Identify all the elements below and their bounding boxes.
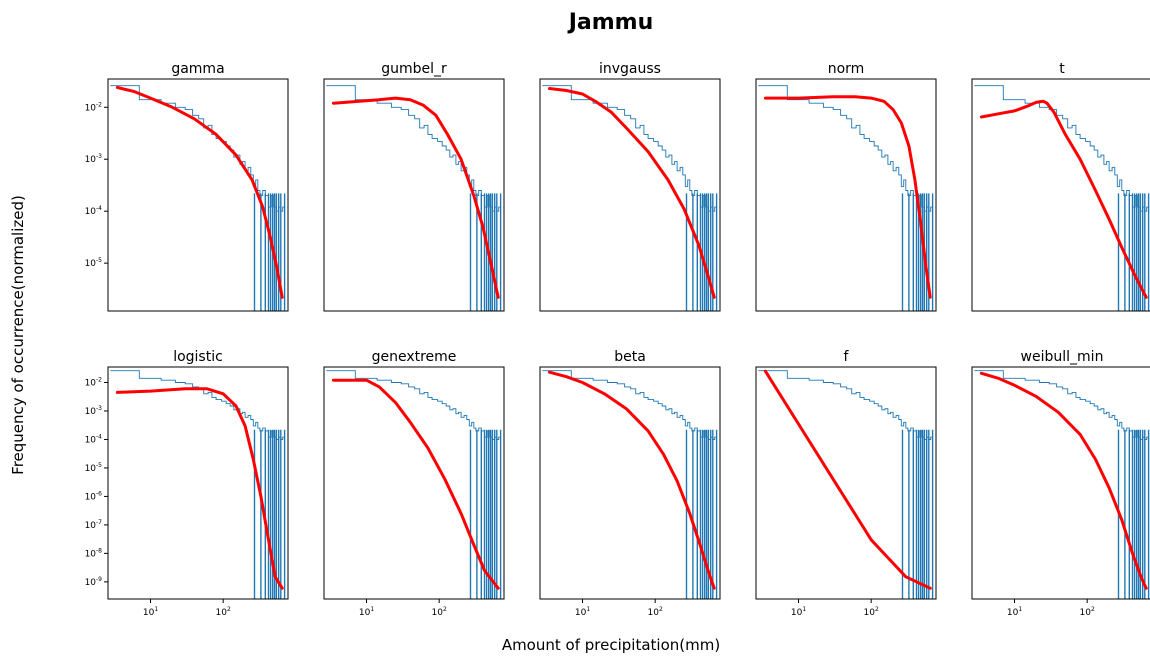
panel-title: weibull_min (1021, 349, 1104, 365)
y-tick-label: 10-8 (85, 547, 103, 559)
y-tick-label: 10-4 (85, 433, 103, 445)
panel-title: invgauss (599, 61, 661, 77)
fit-curve-genextreme (331, 378, 500, 590)
subplot-grid: gamma 10-2 10-3 10-4 10-5 gumbel_r invgauss nor… (85, 61, 1150, 618)
axes-frame (971, 366, 1150, 600)
y-tick-label: 10-4 (85, 205, 103, 217)
y-tick-label: 10-3 (85, 405, 103, 417)
x-axis-label: Amount of precipitation(mm) (502, 636, 720, 654)
y-tick-label: 10-5 (85, 462, 103, 474)
fit-curve-logistic (115, 387, 284, 590)
subplot-genextreme: genextreme 101 102 (323, 349, 505, 618)
x-tick-label: 102 (1080, 606, 1095, 618)
axes-frame (323, 366, 505, 600)
axes-frame (107, 366, 289, 600)
histogram-gumbel_r (326, 85, 501, 212)
figure-title: Jammu (567, 10, 654, 35)
x-tick-label: 101 (359, 606, 374, 618)
panel-title: logistic (173, 349, 223, 365)
y-tick-label: 10-2 (85, 376, 103, 388)
histogram-beta (542, 370, 717, 440)
panel-title: gumbel_r (381, 61, 447, 77)
y-axis-label: Frequency of occurrence(normalized) (9, 195, 27, 475)
subplot-gumbel_r: gumbel_r (323, 61, 505, 312)
histogram-weibull_min (974, 370, 1149, 440)
subplot-invgauss: invgauss (539, 61, 721, 312)
x-tick-label: 101 (143, 606, 158, 618)
axes-frame (323, 78, 505, 312)
subplot-norm: norm (755, 61, 937, 312)
axes-frame (107, 78, 289, 312)
histogram-norm (758, 85, 933, 212)
subplot-f: f 101 102 (755, 349, 937, 618)
fit-curve-gamma (115, 86, 284, 299)
axes-frame (539, 366, 721, 600)
fit-curve-beta (547, 370, 716, 590)
histogram-logistic (110, 370, 285, 440)
x-tick-label: 101 (575, 606, 590, 618)
y-tick-label: 10-6 (85, 490, 103, 502)
x-tick-label: 102 (216, 606, 231, 618)
axes-frame (539, 78, 721, 312)
fit-curve-invgauss (547, 87, 716, 299)
histogram-invgauss (542, 85, 717, 212)
fit-curve-gumbel_r (331, 96, 500, 299)
histogram-f (758, 370, 933, 440)
x-tick-label: 101 (791, 606, 806, 618)
panel-title: norm (828, 61, 865, 77)
axes-frame (755, 366, 937, 600)
y-tick-label: 10-3 (85, 153, 103, 165)
panel-title: t (1059, 61, 1065, 77)
y-tick-label: 10-2 (85, 101, 103, 113)
subplot-gamma: gamma 10-2 10-3 10-4 10-5 (85, 61, 289, 312)
y-tick-label: 10-9 (85, 576, 103, 588)
panel-title: genextreme (372, 349, 457, 365)
panel-title: f (844, 349, 850, 365)
subplot-t: t (971, 61, 1150, 312)
fit-curve-t (979, 99, 1148, 299)
histogram-t (974, 85, 1149, 212)
axes-frame (755, 78, 937, 312)
x-tick-label: 102 (432, 606, 447, 618)
y-tick-label: 10-5 (85, 257, 103, 269)
subplot-beta: beta 101 102 (539, 349, 721, 618)
x-tick-label: 101 (1007, 606, 1022, 618)
subplot-weibull_min: weibull_min 101 102 (971, 349, 1150, 618)
subplot-logistic: logistic 10-2 10-3 10-4 10-5 10-6 10-7 10-8 10-9… (85, 349, 289, 618)
x-tick-label: 102 (864, 606, 879, 618)
fit-curve-f (763, 369, 932, 590)
panel-title: gamma (171, 61, 224, 77)
axes-frame (971, 78, 1150, 312)
panel-title: beta (614, 349, 646, 365)
y-tick-label: 10-7 (85, 519, 103, 531)
fit-curve-weibull_min (979, 371, 1148, 590)
x-tick-label: 102 (648, 606, 663, 618)
fit-curve-norm (763, 95, 932, 299)
